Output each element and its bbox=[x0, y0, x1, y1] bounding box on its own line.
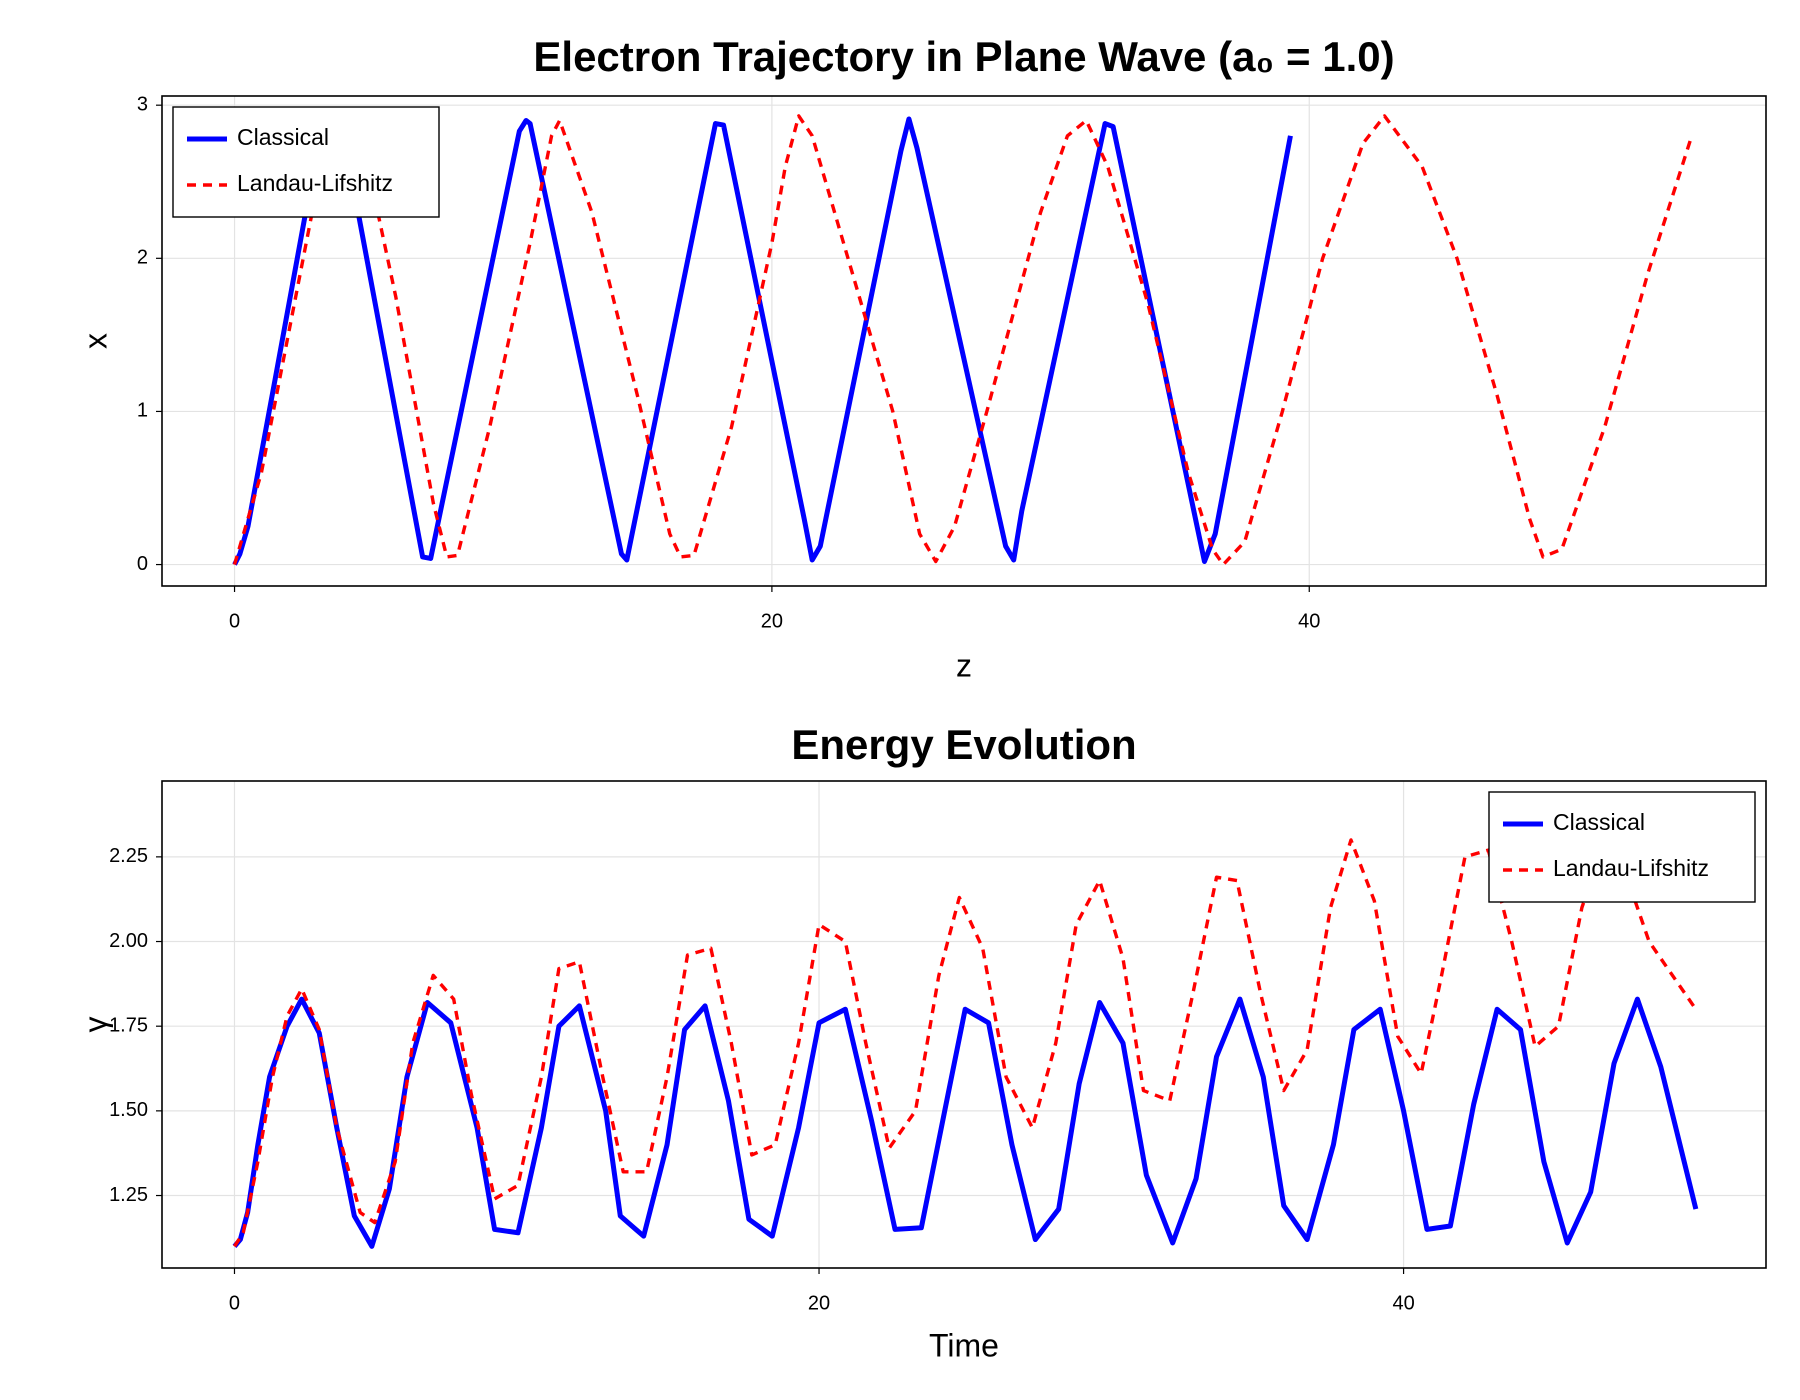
y-axis-label: γ bbox=[77, 1017, 113, 1033]
legend-label: Landau-Lifshitz bbox=[237, 170, 393, 196]
y-tick-label: 2.25 bbox=[109, 845, 148, 867]
x-tick-label: 20 bbox=[761, 610, 783, 632]
y-tick-label: 1.50 bbox=[109, 1099, 148, 1121]
plot: Energy Evolution 0 20 40 1.25 1.50 1.75 2.00 2.2… bbox=[77, 721, 1767, 1363]
y-tick-label: 1.75 bbox=[109, 1014, 148, 1036]
y-tick-label: 2.00 bbox=[109, 930, 148, 952]
y-tick-label: 0 bbox=[137, 553, 148, 575]
x-axis-label: z bbox=[956, 647, 972, 683]
legend-box bbox=[172, 106, 440, 218]
chart-title: Electron Trajectory in Plane Wave (a₀ = … bbox=[533, 33, 1394, 80]
y-tick-label: 1 bbox=[137, 400, 148, 422]
chart-title: Energy Evolution bbox=[791, 721, 1136, 768]
data-line bbox=[232, 114, 1693, 567]
plot: Electron Trajectory in Plane Wave (a₀ = … bbox=[77, 33, 1767, 683]
y-tick-label: 1.25 bbox=[109, 1184, 148, 1206]
legend-label: Landau-Lifshitz bbox=[1553, 855, 1709, 881]
x-tick-label: 40 bbox=[1298, 610, 1320, 632]
legend-box bbox=[1488, 791, 1756, 903]
y-tick-label: 2 bbox=[137, 247, 148, 269]
data-line bbox=[233, 838, 1698, 1248]
y-axis-label: x bbox=[77, 333, 113, 349]
legend-label: Classical bbox=[1553, 809, 1645, 835]
x-tick-label: 40 bbox=[1392, 1292, 1414, 1314]
plot-frame bbox=[161, 95, 1767, 587]
x-axis-label: Time bbox=[929, 1327, 999, 1363]
y-tick-label: 3 bbox=[137, 93, 148, 115]
x-tick-label: 0 bbox=[229, 1292, 240, 1314]
x-tick-label: 20 bbox=[808, 1292, 830, 1314]
data-line bbox=[232, 996, 1699, 1249]
plot-frame bbox=[161, 780, 1767, 1269]
x-tick-label: 0 bbox=[229, 610, 240, 632]
legend-label: Classical bbox=[237, 124, 329, 150]
